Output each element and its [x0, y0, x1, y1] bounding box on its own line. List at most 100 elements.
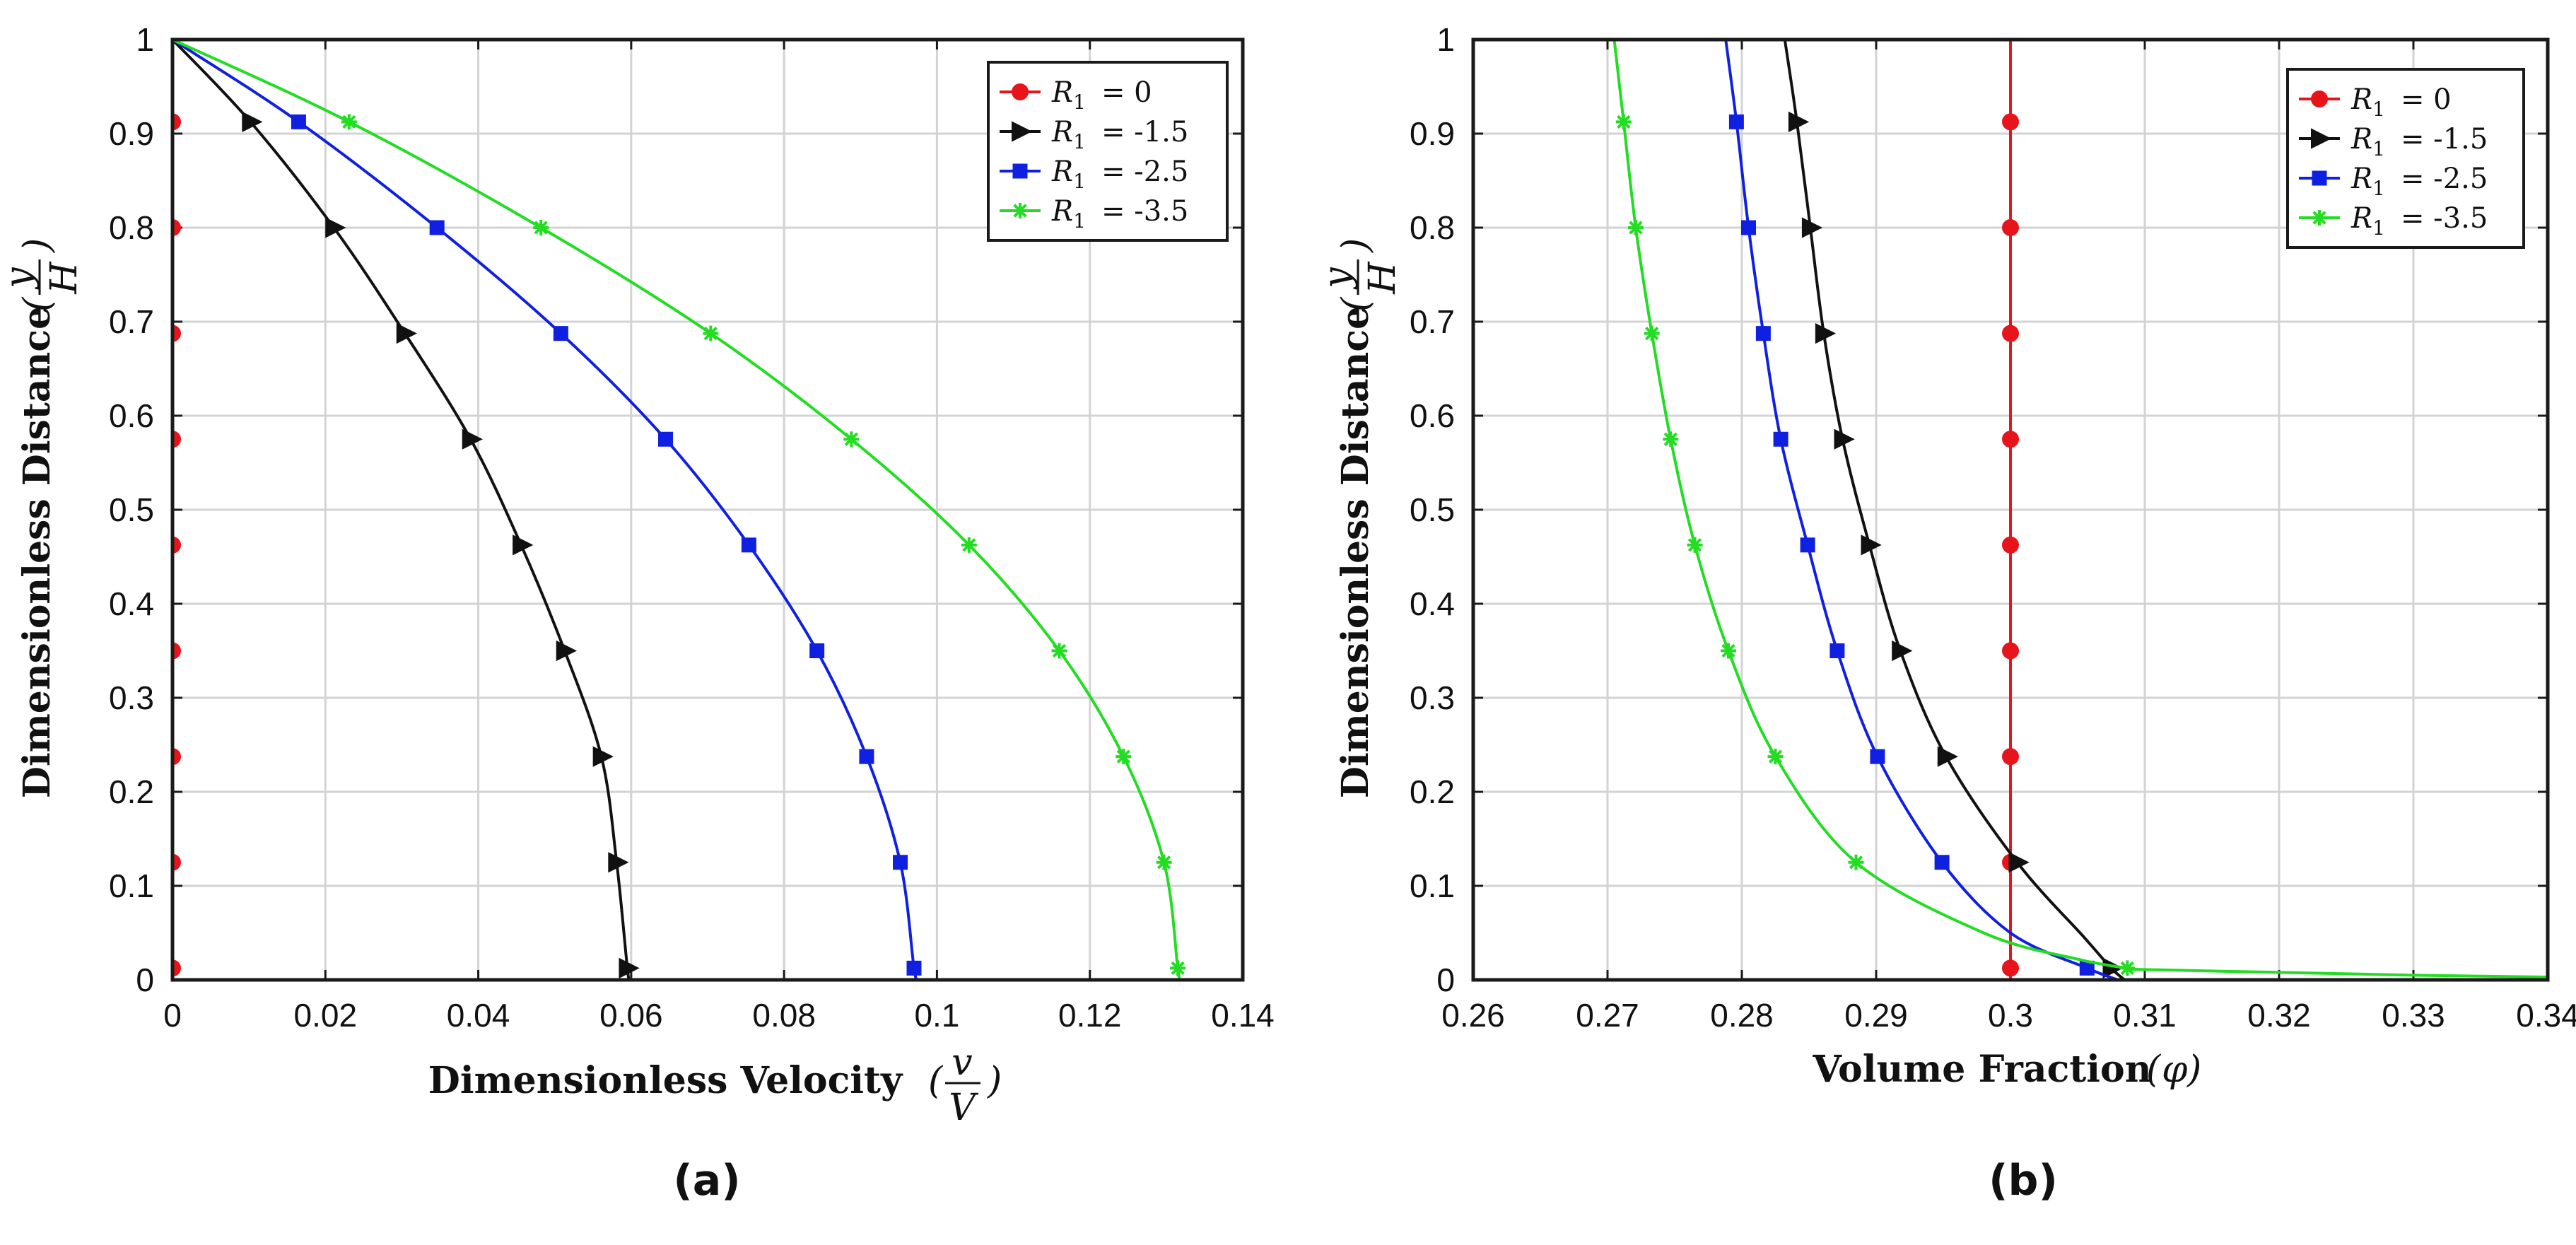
legend-value: = -2.5 [1101, 156, 1188, 188]
legend-marker [2311, 128, 2332, 149]
data-point [1170, 960, 1186, 976]
x-tick-label: 0.12 [1058, 997, 1122, 1034]
legend-value: = 0 [2401, 83, 2452, 116]
legend-symbol: R [2350, 83, 2372, 116]
grid [171, 38, 1244, 981]
data-point [1861, 534, 1882, 556]
legend-symbol: R [1051, 156, 1073, 188]
y-tick-label: 0.1 [1410, 867, 1455, 904]
data-point [809, 643, 825, 658]
data-point [961, 537, 977, 553]
series-line [172, 40, 1182, 980]
x-tick-label: 0.06 [599, 997, 663, 1034]
data-point [893, 855, 908, 870]
y-tick-label: 0.1 [109, 867, 154, 904]
legend-label: R1 = -2.5 [2350, 163, 2488, 200]
data-point [1615, 114, 1632, 130]
x-tick-label: 0.26 [1441, 997, 1505, 1034]
y-tick-label: 0.3 [1410, 679, 1455, 716]
x-axis-title: Volume Fraction [1812, 1048, 2151, 1091]
data-point [2102, 957, 2124, 978]
data-point [1848, 854, 1864, 870]
y-axis-math-close: ) [16, 238, 59, 253]
data-point [172, 325, 181, 342]
legend: R1 = 0R1 = -1.5R1 = -2.5R1 = -3.5 [987, 61, 1229, 242]
series-line [1783, 40, 2126, 980]
data-point [1051, 643, 1067, 659]
y-axis-math-num: y [1316, 267, 1359, 290]
y-axis-title: Dimensionless Distance [16, 306, 59, 798]
series-r1-3.5 [1612, 40, 2548, 979]
data-point [1773, 431, 1788, 447]
data-point [2002, 748, 2019, 766]
y-tick-label: 0.2 [1410, 773, 1455, 810]
data-point [556, 640, 578, 662]
x-tick-label: 0.08 [752, 997, 816, 1034]
data-point [1755, 326, 1771, 341]
y-axis-math-open: ( [16, 296, 59, 312]
legend: R1 = 0 R1 = -1.5R1 = -2.5R1 = -3.5 [2286, 68, 2525, 249]
plot-frame [170, 37, 1245, 982]
data-point [1815, 323, 1837, 344]
legend-item: R1 = -2.5 [1000, 156, 1188, 193]
x-axis-math-sym: φ [2162, 1048, 2188, 1091]
data-point [1741, 220, 1756, 235]
legend-label: R1 = -2.5 [1051, 156, 1188, 193]
y-axis-math-close: ) [1335, 238, 1377, 253]
legend-subscript: 1 [1073, 209, 1086, 233]
data-point [513, 534, 534, 556]
legend-item: R1 = -1.5 [1000, 116, 1188, 153]
series-r1-2.5 [1724, 40, 2119, 980]
y-tick-label: 0.4 [109, 585, 154, 622]
legend-symbol: R [2350, 123, 2372, 156]
legend-item: R1 = 0 [1000, 76, 1152, 114]
series-line [1724, 40, 2119, 980]
data-point [608, 852, 629, 873]
data-point [1156, 854, 1172, 870]
legend-symbol: R [1051, 195, 1073, 228]
data-point [592, 746, 614, 767]
data-point [533, 220, 549, 235]
data-point [1892, 640, 1913, 662]
data-point [1644, 325, 1660, 341]
series-r1-3.5 [172, 40, 1186, 980]
x-axis-math-open: ( [2146, 1048, 2162, 1091]
y-tick-label: 0.7 [1410, 303, 1455, 340]
x-tick-label: 0.32 [2247, 997, 2311, 1034]
legend-item: R1 = -3.5 [1000, 195, 1188, 233]
legend-label: R1 = -1.5 [2350, 123, 2488, 160]
data-point [2002, 113, 2019, 131]
y-axis-math-num: y [0, 267, 40, 290]
legend-value: = -1.5 [1101, 116, 1188, 148]
legend-item: R1 = -3.5 [2299, 202, 2488, 240]
legend-value: = -1.5 [2401, 123, 2488, 156]
legend-value: = -3.5 [1101, 195, 1188, 228]
legend-value: = 0 [1101, 76, 1152, 109]
data-point [1663, 431, 1679, 448]
data-point [2002, 642, 2019, 660]
data-point [291, 114, 306, 129]
x-tick-label: 0.02 [294, 997, 358, 1034]
legend-subscript: 1 [2372, 137, 2385, 160]
y-tick-label: 0.4 [1410, 585, 1455, 622]
data-point [1687, 537, 1703, 553]
legend-marker [1012, 121, 1033, 142]
x-tick-label: 0.34 [2516, 997, 2576, 1034]
panel-label: (a) [673, 1156, 740, 1205]
data-point [462, 428, 483, 450]
y-axis-title: Dimensionless Distance [1334, 306, 1377, 798]
panel-a: 0 0.02 0.04 0.06 0.08 0.1 0.12 0.14 0 0.1 0.2 0.3 0.… [0, 21, 1275, 1205]
data-point [172, 959, 181, 977]
series-group [172, 40, 1186, 980]
data-point [2002, 325, 2019, 342]
data-point [172, 748, 181, 766]
data-point [2002, 959, 2019, 977]
data-point [242, 111, 263, 132]
data-point [703, 325, 719, 341]
data-point [1627, 220, 1644, 235]
ticks: 0.26 0.27 0.28 0.29 0.3 0.31 0.32 0.33 0.3400.10… [1410, 21, 2576, 1034]
y-tick-label: 0.9 [1410, 115, 1455, 152]
x-axis-math-close: ) [987, 1060, 1002, 1102]
legend-subscript: 1 [1073, 90, 1086, 114]
data-point [1829, 643, 1845, 658]
